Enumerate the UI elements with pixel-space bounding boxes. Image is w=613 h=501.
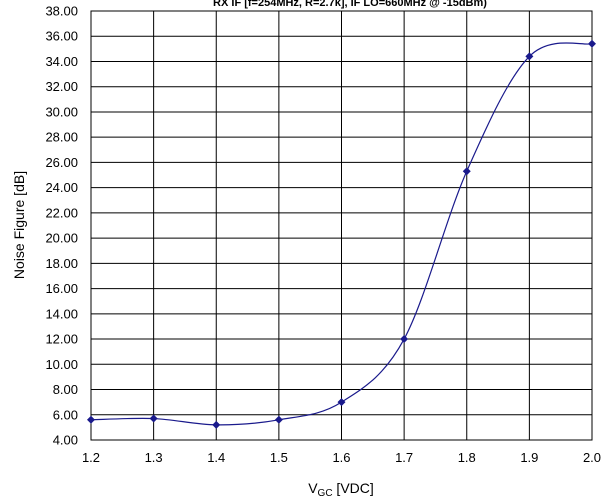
data-point xyxy=(400,335,409,344)
data-point xyxy=(462,167,471,176)
data-point xyxy=(149,414,158,423)
y-tick-label: 30.00 xyxy=(45,104,78,119)
x-tick-label: 1.3 xyxy=(145,450,163,465)
x-tick-label: 1.4 xyxy=(207,450,225,465)
x-tick-label: 1.5 xyxy=(270,450,288,465)
y-tick-label: 38.00 xyxy=(45,4,78,19)
x-axis-title: VGC [VDC] xyxy=(308,480,374,499)
x-tick-label: 1.8 xyxy=(458,450,476,465)
data-point xyxy=(212,420,221,429)
data-point xyxy=(525,52,534,61)
y-tick-label: 12.00 xyxy=(45,332,78,347)
tick-labels: 1.2 1.3 1.4 1.5 1.6 1.7 1.8 1.9 2.0 4.00 6.00 8.00 1… xyxy=(45,4,601,466)
data-point xyxy=(274,415,283,424)
y-tick-label: 18.00 xyxy=(45,256,78,271)
y-tick-label: 6.00 xyxy=(53,407,78,422)
y-tick-label: 4.00 xyxy=(53,433,78,448)
grid xyxy=(90,10,593,441)
data-point xyxy=(337,398,346,407)
y-tick-label: 28.00 xyxy=(45,130,78,145)
y-tick-label: 20.00 xyxy=(45,231,78,246)
y-tick-label: 8.00 xyxy=(53,382,78,397)
y-tick-label: 10.00 xyxy=(45,357,78,372)
y-tick-label: 32.00 xyxy=(45,79,78,94)
x-tick-label: 1.9 xyxy=(520,450,538,465)
y-axis-title: Noise Figure [dB] xyxy=(11,171,27,279)
x-axis-title-rest: [VDC] xyxy=(333,480,374,496)
y-tick-label: 22.00 xyxy=(45,205,78,220)
x-axis-title-base: V xyxy=(308,480,318,496)
data-point xyxy=(87,415,95,424)
y-tick-label: 34.00 xyxy=(45,54,78,69)
x-tick-label: 1.6 xyxy=(332,450,350,465)
y-tick-label: 36.00 xyxy=(45,29,78,44)
x-tick-label: 1.2 xyxy=(82,450,100,465)
y-tick-label: 24.00 xyxy=(45,180,78,195)
y-tick-label: 26.00 xyxy=(45,155,78,170)
x-axis-title-sub: GC xyxy=(318,488,333,499)
data-point xyxy=(588,39,596,48)
series-markers xyxy=(87,39,596,429)
x-tick-label: 2.0 xyxy=(583,450,601,465)
y-tick-label: 14.00 xyxy=(45,306,78,321)
chart-title: RX IF [f=254MHz, R=2.7k], IF LO=660MHz @… xyxy=(213,0,487,9)
x-tick-label: 1.7 xyxy=(395,450,413,465)
y-tick-label: 16.00 xyxy=(45,281,78,296)
series-line xyxy=(90,42,593,426)
plot-area-border xyxy=(90,10,593,441)
